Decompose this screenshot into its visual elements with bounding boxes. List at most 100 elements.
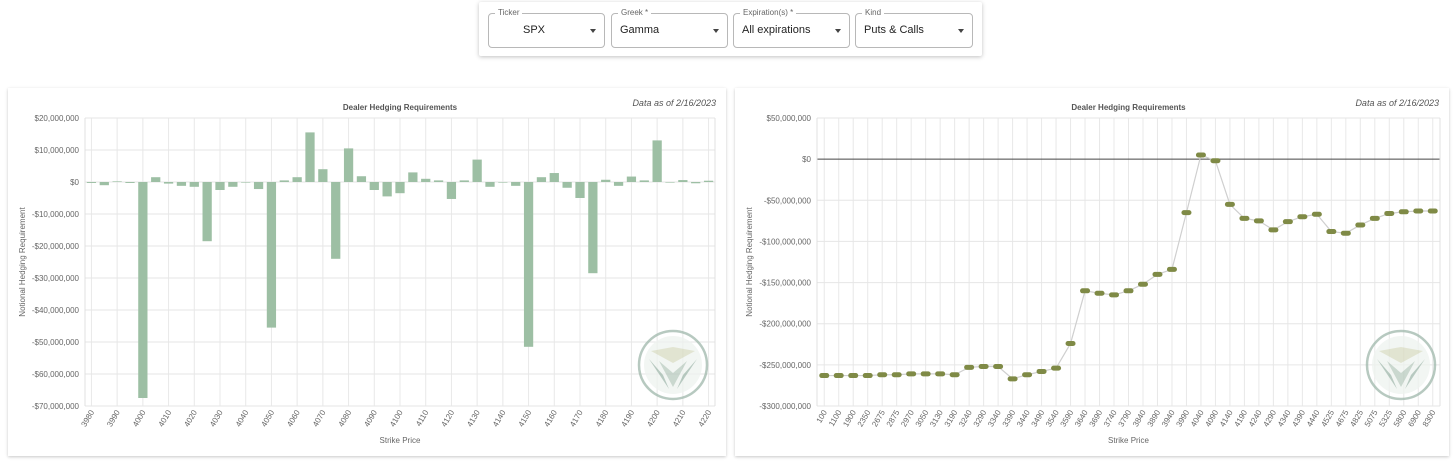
- y-axis-label: Notional Hedging Requirement: [745, 207, 754, 317]
- expiration-select[interactable]: Expiration(s) * All expirations: [733, 8, 850, 48]
- x-tick-label: 4160: [542, 408, 559, 428]
- point-marker: [1340, 230, 1351, 236]
- bar: [176, 182, 187, 186]
- y-tick-label: -$20,000,000: [32, 242, 80, 251]
- bar: [511, 182, 521, 186]
- field-label: Ticker: [495, 8, 523, 17]
- x-tick-label: 4110: [414, 408, 431, 428]
- point-marker: [1239, 215, 1250, 221]
- x-tick-label: 3050: [914, 408, 931, 428]
- x-tick-label: 4030: [208, 408, 225, 428]
- y-tick-label: $0: [70, 178, 79, 187]
- point-marker: [1326, 229, 1337, 235]
- x-tick-label: 4180: [594, 408, 611, 428]
- x-axis-label: Strike Price: [1108, 436, 1149, 445]
- bar: [626, 176, 637, 182]
- kind-select[interactable]: Kind Puts & Calls: [855, 8, 973, 48]
- x-tick-label: 3130: [928, 408, 945, 428]
- point-marker: [1413, 208, 1424, 214]
- bar: [99, 182, 109, 186]
- field-value: Gamma: [620, 24, 660, 36]
- x-tick-label: 4050: [259, 408, 276, 428]
- x-tick-label: 2350: [856, 408, 873, 428]
- watermark-logo: [1365, 329, 1437, 401]
- point-marker: [935, 371, 946, 377]
- bar: [138, 182, 148, 398]
- point-marker: [848, 373, 859, 379]
- point-marker: [1080, 288, 1091, 294]
- y-tick-label: -$300,000,000: [759, 402, 811, 411]
- point-marker: [993, 364, 1004, 370]
- x-tick-label: 3980: [79, 408, 96, 428]
- bar: [639, 180, 649, 182]
- x-tick-label: 5325: [1377, 408, 1394, 428]
- bar: [279, 180, 289, 182]
- bar: [305, 132, 315, 182]
- greek-select[interactable]: Greek * Gamma: [611, 8, 728, 48]
- point-marker: [1065, 340, 1076, 346]
- chart-title: Dealer Hedging Requirements: [343, 103, 458, 112]
- bar: [421, 178, 431, 182]
- point-marker: [1181, 210, 1192, 216]
- point-marker: [920, 371, 931, 377]
- field-value: All expirations: [742, 24, 811, 36]
- y-tick-label: $20,000,000: [35, 114, 80, 123]
- point-marker: [862, 373, 873, 379]
- field-label: Expiration(s) *: [740, 8, 797, 17]
- x-tick-label: 4130: [465, 408, 482, 428]
- y-tick-label: -$150,000,000: [759, 279, 811, 288]
- x-tick-label: 4010: [157, 408, 174, 428]
- point-marker: [1152, 271, 1163, 277]
- dropdown-caret: [713, 29, 719, 33]
- bar: [202, 182, 212, 242]
- data-date-note: Data as of 2/16/2023: [632, 98, 716, 108]
- x-tick-label: 4000: [131, 408, 148, 428]
- bar: [228, 182, 238, 187]
- bar: [253, 182, 264, 190]
- x-tick-label: 4340: [1276, 408, 1293, 428]
- x-tick-label: 3740: [1102, 408, 1119, 428]
- point-marker: [1384, 210, 1395, 216]
- field-value: Puts & Calls: [864, 24, 924, 36]
- bar: [472, 159, 482, 182]
- watermark-logo: [637, 329, 709, 401]
- y-tick-label: $50,000,000: [767, 114, 812, 123]
- x-tick-label: 4210: [671, 408, 688, 428]
- point-marker: [1268, 227, 1279, 233]
- data-date-note: Data as of 2/16/2023: [1355, 98, 1439, 108]
- x-tick-label: 4220: [697, 408, 714, 428]
- x-tick-label: 3390: [1001, 408, 1018, 428]
- x-tick-label: 3990: [105, 408, 122, 428]
- point-marker: [877, 372, 888, 378]
- x-tick-label: 4090: [362, 408, 379, 428]
- bar: [691, 182, 701, 184]
- point-marker: [1282, 219, 1293, 225]
- bar: [652, 140, 662, 182]
- point-marker: [1051, 365, 1062, 371]
- bar: [678, 180, 688, 182]
- point-marker: [1036, 368, 1047, 374]
- bar: [112, 181, 122, 182]
- y-tick-label: -$50,000,000: [32, 338, 80, 347]
- bar: [266, 182, 277, 328]
- x-tick-label: 4120: [439, 408, 456, 428]
- bar: [331, 182, 341, 259]
- bar: [459, 180, 469, 182]
- y-tick-label: -$30,000,000: [32, 274, 80, 283]
- bar: [318, 169, 328, 182]
- field-label: Greek *: [618, 8, 652, 17]
- ticker-select[interactable]: Ticker SPX: [488, 8, 605, 48]
- bar: [562, 182, 572, 188]
- point-marker: [833, 373, 844, 379]
- x-tick-label: 4190: [619, 408, 636, 428]
- point-marker: [1166, 266, 1177, 272]
- x-tick-label: 5075: [1363, 408, 1380, 428]
- point-marker: [1297, 214, 1308, 220]
- bar: [382, 182, 392, 197]
- x-tick-label: 3490: [1030, 408, 1047, 428]
- bar: [485, 182, 495, 187]
- bar: [151, 177, 161, 182]
- chart-panel: Dealer Hedging Requirements Data as of 2/…: [8, 88, 726, 456]
- bar: [665, 182, 675, 183]
- point-marker: [891, 372, 902, 378]
